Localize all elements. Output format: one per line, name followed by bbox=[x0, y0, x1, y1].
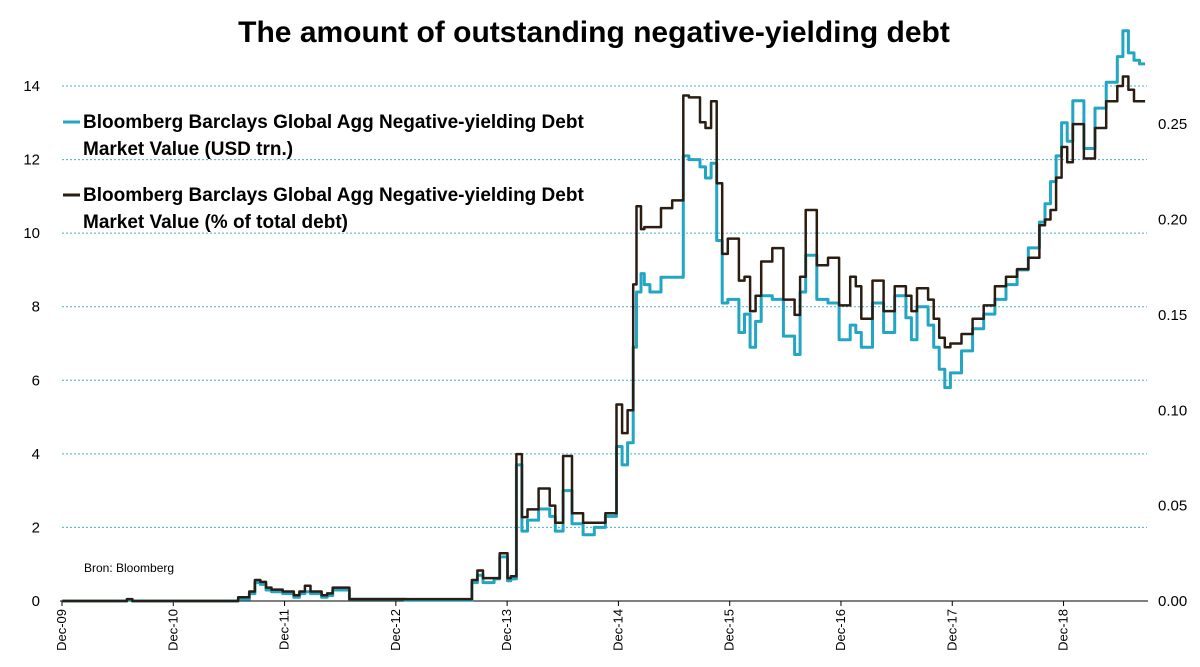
right-tick-label: 0.15 bbox=[1158, 307, 1187, 324]
left-axis-ticks: 0 2 4 6 8 10 12 14 bbox=[23, 78, 40, 610]
left-tick-label: 14 bbox=[23, 78, 40, 95]
legend-label-pct-line2: Market Value (% of total debt) bbox=[83, 212, 348, 233]
legend-entry-pct: Bloomberg Barclays Global Agg Negative-y… bbox=[63, 185, 584, 233]
x-axis-ticks: Dec-09 Dec-10 Dec-11 Dec-12 Dec-13 Dec-14 Dec-… bbox=[54, 601, 1071, 651]
x-tick-label: Dec-11 bbox=[277, 609, 292, 650]
x-tick-label: Dec-17 bbox=[944, 609, 959, 651]
left-tick-label: 6 bbox=[32, 372, 40, 389]
legend-label-usd-line1: Bloomberg Barclays Global Agg Negative-y… bbox=[83, 112, 584, 133]
x-tick-label: Dec-14 bbox=[610, 609, 625, 651]
right-tick-label: 0.10 bbox=[1158, 402, 1187, 419]
gridlines bbox=[62, 85, 1147, 528]
legend-entry-usd: Bloomberg Barclays Global Agg Negative-y… bbox=[63, 112, 584, 160]
left-tick-label: 0 bbox=[32, 593, 40, 610]
legend: Bloomberg Barclays Global Agg Negative-y… bbox=[63, 112, 584, 233]
right-tick-label: 0.25 bbox=[1158, 116, 1187, 133]
left-tick-label: 4 bbox=[32, 446, 40, 463]
x-tick-label: Dec-10 bbox=[165, 609, 180, 651]
left-tick-label: 2 bbox=[32, 519, 40, 536]
source-note: Bron: Bloomberg bbox=[84, 561, 174, 575]
x-tick-label: Dec-12 bbox=[388, 609, 403, 651]
x-tick-label: Dec-18 bbox=[1056, 609, 1071, 651]
x-tick-label: Dec-13 bbox=[499, 609, 514, 651]
x-tick-label: Dec-09 bbox=[54, 609, 69, 651]
series-lines bbox=[62, 29, 1146, 603]
left-tick-label: 10 bbox=[23, 225, 40, 242]
x-tick-label: Dec-15 bbox=[722, 609, 737, 651]
legend-label-usd-line2: Market Value (USD trn.) bbox=[83, 139, 293, 160]
x-tick-label: Dec-16 bbox=[833, 609, 848, 651]
right-tick-label: 0.20 bbox=[1158, 212, 1187, 229]
right-tick-label: 0.05 bbox=[1158, 498, 1187, 515]
right-tick-label: 0.00 bbox=[1158, 593, 1187, 610]
chart-title: The amount of outstanding negative-yield… bbox=[238, 16, 950, 49]
series-line-pct bbox=[62, 75, 1146, 603]
legend-label-pct-line1: Bloomberg Barclays Global Agg Negative-y… bbox=[83, 185, 584, 206]
left-tick-label: 8 bbox=[32, 299, 40, 316]
left-tick-label: 12 bbox=[23, 152, 40, 169]
right-axis-ticks: 0.00 0.05 0.10 0.15 0.20 0.25 bbox=[1158, 116, 1187, 610]
